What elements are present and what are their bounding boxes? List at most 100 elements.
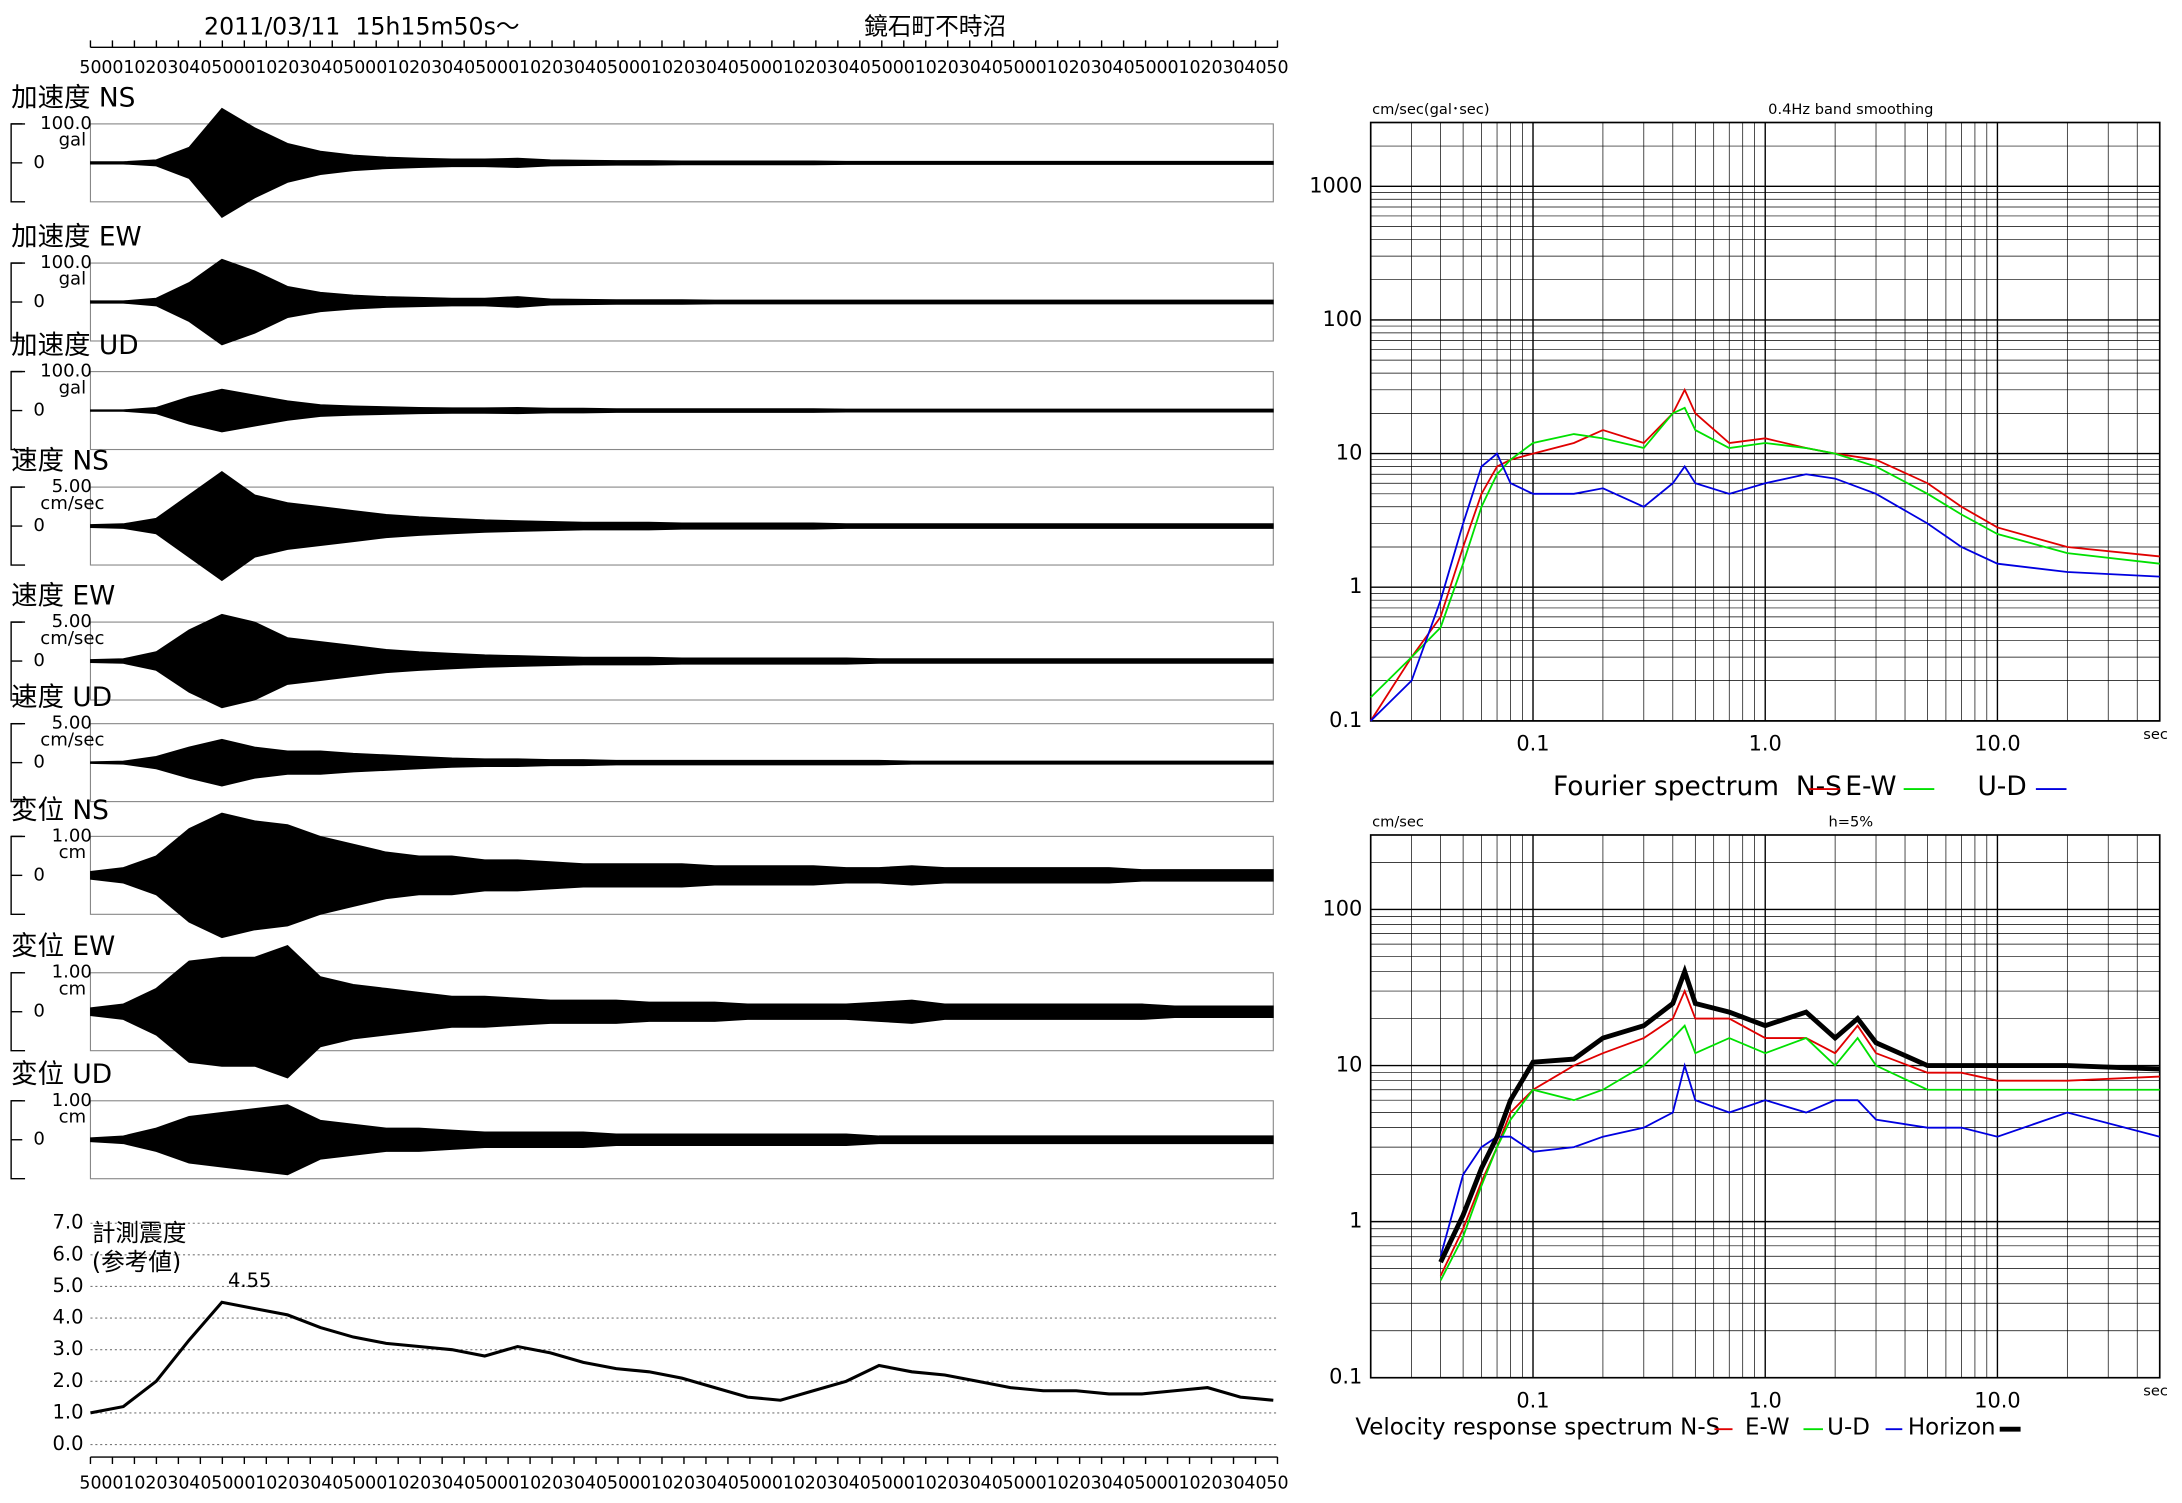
time-tick-label: 50 bbox=[871, 1473, 893, 1493]
spectrum-line bbox=[1370, 452, 2160, 722]
y-tick-label: 5.00 bbox=[52, 476, 92, 497]
time-tick-label: 30 bbox=[1222, 58, 1244, 78]
waveform-envelope bbox=[90, 738, 1274, 787]
time-tick-label: 40 bbox=[1244, 58, 1266, 78]
time-tick-label: 10 bbox=[651, 58, 673, 78]
time-tick-label: 30 bbox=[695, 58, 717, 78]
y-tick-label: 2.0 bbox=[53, 1369, 84, 1392]
y-unit: cm/sec bbox=[1372, 813, 1424, 830]
time-tick-label: 10 bbox=[651, 1473, 673, 1493]
time-tick-label: 00 bbox=[101, 1473, 123, 1493]
time-tick-label: 50 bbox=[1003, 1473, 1025, 1493]
time-tick-label: 30 bbox=[431, 1473, 453, 1493]
spectrum-line bbox=[1439, 1024, 2160, 1281]
time-tick-label: 40 bbox=[717, 1473, 739, 1493]
spectrum-line bbox=[1439, 988, 2160, 1277]
legend-label: U-D bbox=[1827, 1414, 1870, 1440]
unit-label: cm/sec bbox=[40, 729, 104, 750]
time-tick-label: 20 bbox=[937, 58, 959, 78]
time-tick-label: 50 bbox=[211, 58, 233, 78]
time-tick-label: 40 bbox=[849, 58, 871, 78]
waveform-envelope bbox=[90, 258, 1274, 346]
y-tick-label: 6.0 bbox=[53, 1242, 84, 1265]
time-tick-label: 20 bbox=[1069, 58, 1091, 78]
time-tick-label: 30 bbox=[299, 1473, 321, 1493]
time-tick-label: 30 bbox=[695, 1473, 717, 1493]
y-tick-label: 5.00 bbox=[52, 611, 92, 632]
time-tick-label: 30 bbox=[1222, 1473, 1244, 1493]
spectrum-line bbox=[1370, 406, 2160, 698]
y-tick-label: 1000 bbox=[1309, 173, 1362, 197]
time-tick-label: 30 bbox=[827, 1473, 849, 1493]
time-tick-label: 40 bbox=[585, 1473, 607, 1493]
y-tick-label: 1.00 bbox=[52, 825, 92, 846]
x-tick-label: 10.0 bbox=[1974, 1388, 2020, 1412]
y-tick-label: 100.0 bbox=[40, 113, 92, 134]
time-tick-label: 00 bbox=[233, 58, 255, 78]
time-tick-label: 40 bbox=[981, 1473, 1003, 1493]
legend-title: Velocity response spectrum N-S bbox=[1355, 1414, 1720, 1440]
y-tick-label: 100.0 bbox=[40, 252, 92, 273]
time-tick-label: 20 bbox=[145, 58, 167, 78]
time-tick-label: 40 bbox=[1244, 1473, 1266, 1493]
x-tick-label: 10.0 bbox=[1974, 732, 2020, 756]
spectrum-line bbox=[1369, 387, 2160, 722]
time-tick-label: 30 bbox=[299, 58, 321, 78]
y-tick-label: 1.00 bbox=[52, 962, 92, 983]
time-tick-label: 20 bbox=[145, 1473, 167, 1493]
unit-label: gal bbox=[59, 269, 87, 290]
unit-label: cm bbox=[59, 978, 87, 999]
y-tick-label: 100 bbox=[1323, 307, 1363, 331]
y-tick-label: 0 bbox=[33, 650, 45, 671]
y-tick-label: 0 bbox=[33, 152, 45, 173]
y-tick-label: 0 bbox=[33, 1129, 45, 1150]
time-tick-label: 50 bbox=[1135, 58, 1157, 78]
time-tick-label: 10 bbox=[783, 1473, 805, 1493]
y-tick-label: 0 bbox=[33, 291, 45, 312]
legend-title: Fourier spectrum N-S bbox=[1553, 771, 1842, 802]
unit-label: cm bbox=[59, 1106, 87, 1127]
time-tick-label: 50 bbox=[475, 58, 497, 78]
y-tick-label: 1 bbox=[1349, 1209, 1362, 1233]
x-tick-label: 1.0 bbox=[1749, 732, 1782, 756]
date-title: 2011/03/11 15h15m50s〜 bbox=[204, 12, 520, 40]
time-tick-label: 50 bbox=[1266, 58, 1288, 78]
time-tick-label: 30 bbox=[1091, 1473, 1113, 1493]
time-tick-label: 40 bbox=[1113, 58, 1135, 78]
time-tick-label: 20 bbox=[805, 58, 827, 78]
time-tick-label: 20 bbox=[673, 58, 695, 78]
y-tick-label: 1 bbox=[1349, 574, 1362, 598]
time-tick-label: 00 bbox=[1025, 58, 1047, 78]
time-tick-label: 20 bbox=[277, 58, 299, 78]
time-tick-label: 50 bbox=[607, 58, 629, 78]
waveform-envelope bbox=[90, 388, 1274, 433]
panel-title: 加速度 UD bbox=[11, 330, 138, 361]
chart-subtitle: (参考値) bbox=[92, 1248, 181, 1276]
time-tick-label: 10 bbox=[915, 58, 937, 78]
peak-annotation: 4.55 bbox=[228, 1269, 271, 1292]
time-tick-label: 50 bbox=[475, 1473, 497, 1493]
time-tick-label: 10 bbox=[123, 1473, 145, 1493]
time-tick-label: 00 bbox=[365, 1473, 387, 1493]
time-tick-label: 10 bbox=[915, 1473, 937, 1493]
legend-label: E-W bbox=[1845, 771, 1896, 802]
spectrum-line bbox=[1439, 1062, 2160, 1257]
waveform-envelope bbox=[90, 812, 1274, 939]
time-tick-label: 40 bbox=[453, 1473, 475, 1493]
panel-title: 加速度 NS bbox=[11, 82, 135, 113]
chart-title: 計測震度 bbox=[92, 1219, 187, 1247]
y-tick-label: 0 bbox=[33, 1001, 45, 1022]
y-tick-label: 0.0 bbox=[53, 1432, 84, 1455]
time-tick-label: 30 bbox=[167, 1473, 189, 1493]
panel-title: 加速度 EW bbox=[11, 222, 142, 253]
time-tick-label: 00 bbox=[893, 1473, 915, 1493]
time-tick-label: 50 bbox=[739, 1473, 761, 1493]
time-tick-label: 00 bbox=[1157, 1473, 1179, 1493]
time-tick-label: 50 bbox=[871, 58, 893, 78]
chart-subtitle: 0.4Hz band smoothing bbox=[1768, 101, 1933, 118]
y-tick-label: 1.00 bbox=[52, 1090, 92, 1111]
time-tick-label: 40 bbox=[321, 58, 343, 78]
time-tick-label: 10 bbox=[1047, 1473, 1069, 1493]
legend-label: U-D bbox=[1977, 771, 2026, 802]
time-tick-label: 50 bbox=[1266, 1473, 1288, 1493]
